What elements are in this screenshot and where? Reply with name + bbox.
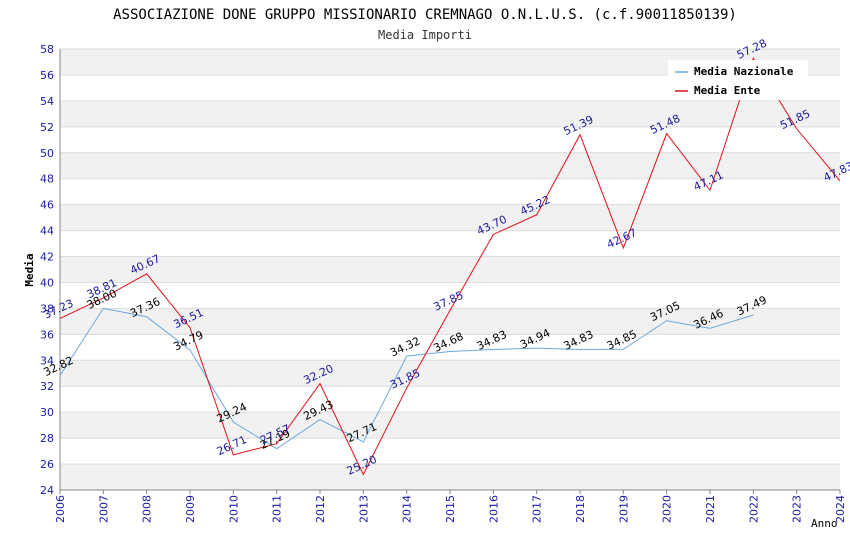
y-tick-label: 50	[40, 147, 54, 160]
band	[60, 464, 840, 490]
x-tick-label: 2015	[444, 495, 457, 523]
y-tick-label: 38	[40, 302, 54, 315]
x-tick-label: 2024	[834, 495, 847, 523]
y-tick-label: 30	[40, 406, 54, 419]
y-tick-label: 40	[40, 276, 54, 289]
x-tick-label: 2018	[574, 495, 587, 523]
x-tick-label: 2012	[314, 495, 327, 523]
x-tick-label: 2017	[531, 495, 544, 523]
band	[60, 256, 840, 283]
legend-label-media-nazionale: Media Nazionale	[694, 65, 794, 78]
legend: Media Nazionale Media Ente	[668, 60, 808, 100]
x-tick-label: 2008	[141, 495, 154, 523]
x-tick-label: 2020	[661, 495, 674, 523]
y-tick-label: 32	[40, 380, 54, 393]
x-axis-label: Anno	[811, 517, 838, 530]
y-tick-label: 48	[40, 173, 54, 186]
x-tick-label: 2016	[487, 495, 500, 523]
y-tick-label: 26	[40, 458, 54, 471]
y-axis-label: Media	[23, 253, 36, 286]
data-label: 34.32	[388, 334, 422, 359]
band	[60, 204, 840, 231]
y-tick-label: 58	[40, 43, 54, 56]
x-tick-label: 2022	[747, 495, 760, 523]
y-tick-label: 56	[40, 69, 54, 82]
x-tick-label: 2010	[227, 495, 240, 523]
x-tick-label: 2021	[704, 495, 717, 523]
y-tick-label: 28	[40, 432, 54, 445]
band	[60, 308, 840, 335]
series-line-media-nazionale	[59, 307, 754, 450]
axes	[59, 49, 840, 491]
x-tick-label: 2006	[54, 495, 67, 523]
y-tick-label: 42	[40, 251, 54, 264]
y-tick-label: 44	[40, 225, 54, 238]
legend-label-media-ente: Media Ente	[694, 84, 761, 97]
y-tick-label: 52	[40, 121, 54, 134]
band	[60, 100, 840, 127]
background-bands	[60, 49, 840, 490]
band	[60, 360, 840, 387]
y-tick-label: 36	[40, 328, 54, 341]
x-tick-label: 2007	[97, 495, 110, 523]
band	[60, 152, 840, 179]
x-tick-label: 2023	[791, 495, 804, 523]
y-tick-label: 34	[40, 354, 54, 367]
y-tick-label: 54	[40, 95, 54, 108]
y-tick-label: 46	[40, 199, 54, 212]
y-tick-label: 24	[40, 484, 54, 497]
legend-box	[668, 60, 808, 100]
chart-subtitle: Media Importi	[378, 28, 472, 42]
band	[60, 412, 840, 439]
x-tick-label: 2011	[271, 495, 284, 523]
x-tick-label: 2019	[617, 495, 630, 523]
x-tick-label: 2014	[401, 495, 414, 523]
x-tick-label: 2009	[184, 495, 197, 523]
series-line-media-ente	[59, 57, 841, 476]
x-tick-label: 2013	[357, 495, 370, 523]
series-lines	[59, 57, 841, 476]
x-tick-labels: 2006 2007 2008 2009 2010 2011 2012 2013 2014 2015…	[54, 495, 847, 523]
chart-title: ASSOCIAZIONE DONE GRUPPO MISSIONARIO CRE…	[113, 7, 737, 23]
y-tick-labels: 24 26 28 30 32 34 36 38 40 42 44 46 48 50 52 54 56 58	[40, 43, 54, 497]
